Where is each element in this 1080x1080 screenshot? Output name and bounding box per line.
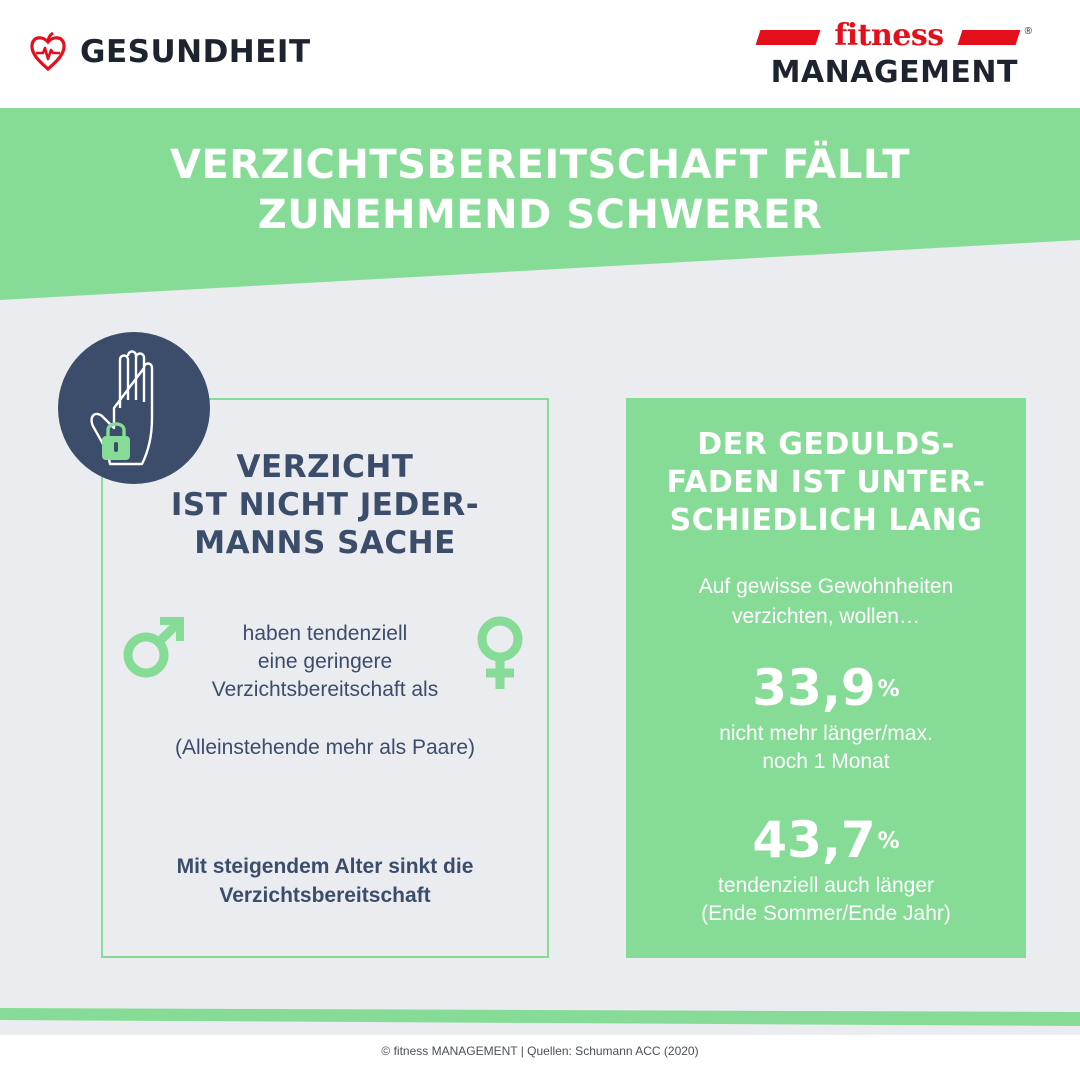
- left-heading: VERZICHT IST NICHT JEDER- MANNS SACHE: [101, 448, 549, 562]
- heart-apple-pulse-icon: [30, 31, 66, 72]
- left-heading-line-1: VERZICHT: [236, 449, 414, 485]
- left-card: [101, 398, 549, 958]
- intro-line-2: verzichten, wollen…: [732, 605, 920, 628]
- gender-text-line-1: haben tendenziell: [242, 622, 408, 645]
- right-heading-line-2: FADEN IST UNTER-: [666, 465, 986, 500]
- stat-value: 33,9%: [626, 660, 1026, 716]
- stat-unit: %: [877, 677, 900, 702]
- registered-mark: ®: [1024, 26, 1032, 37]
- age-note: Mit steigendem Alter sinkt die Verzichts…: [101, 852, 549, 910]
- right-heading: DER GEDULDS- FADEN IST UNTER- SCHIEDLICH…: [626, 426, 1026, 540]
- brand-bottom-text: MANAGEMENT: [770, 55, 1018, 90]
- intro-text: Auf gewisse Gewohnheiten verzichten, wol…: [626, 572, 1026, 632]
- singles-note: (Alleinstehende mehr als Paare): [175, 736, 475, 759]
- brand-bar-left: [755, 30, 821, 45]
- stat-unit: %: [877, 829, 900, 854]
- section-label-group: GESUNDHEIT: [26, 30, 311, 74]
- page-title-line-2: ZUNEHMEND SCHWERER: [257, 192, 823, 238]
- stat-description: tendenziell auch länger (Ende Sommer/End…: [626, 872, 1026, 928]
- page-title: VERZICHTSBEREITSCHAFT FÄLLT ZUNEHMEND SC…: [0, 140, 1080, 240]
- male-symbol-icon: [123, 617, 184, 678]
- raised-hand-lock-icon: [90, 350, 154, 466]
- section-label: GESUNDHEIT: [80, 34, 311, 70]
- stat-description-line-2: noch 1 Monat: [762, 750, 890, 773]
- stat-short-term: 33,9% nicht mehr länger/max. noch 1 Mona…: [626, 660, 1026, 776]
- stat-number: 43,7: [752, 811, 876, 869]
- gender-text-line-3: Verzichtsbereitschaft als: [211, 678, 439, 701]
- stat-description-line-1: nicht mehr länger/max.: [719, 722, 933, 745]
- stat-description: nicht mehr länger/max. noch 1 Monat: [626, 720, 1026, 776]
- right-card: [626, 398, 1026, 958]
- stat-description-line-2: (Ende Sommer/Ende Jahr): [701, 902, 951, 925]
- intro-line-1: Auf gewisse Gewohnheiten: [698, 575, 954, 598]
- brand-top-text: fitness: [834, 18, 944, 53]
- stat-number: 33,9: [752, 659, 876, 717]
- right-heading-line-1: DER GEDULDS-: [697, 427, 955, 462]
- stat-long-term: 43,7% tendenziell auch länger (Ende Somm…: [626, 812, 1026, 928]
- gender-comparison-text: haben tendenziell eine geringere Verzich…: [175, 620, 475, 704]
- stat-description-line-1: tendenziell auch länger: [718, 874, 934, 897]
- female-symbol-icon: [477, 616, 523, 689]
- brand-bar-right: [957, 30, 1021, 45]
- left-heading-line-2: IST NICHT JEDER-: [170, 487, 480, 523]
- header-bar: GESUNDHEIT fitness MANAGEMENT ®: [0, 0, 1080, 108]
- gender-text-line-2: eine geringere: [257, 650, 393, 673]
- age-note-line-2: Verzichtsbereitschaft: [219, 884, 431, 907]
- right-heading-line-3: SCHIEDLICH LANG: [669, 503, 983, 538]
- stat-value: 43,7%: [626, 812, 1026, 868]
- footer-credits: © fitness MANAGEMENT | Quellen: Schumann…: [381, 1044, 699, 1058]
- page-title-line-1: VERZICHTSBEREITSCHAFT FÄLLT: [170, 142, 910, 188]
- brand-logo: fitness MANAGEMENT ®: [755, 18, 1032, 90]
- age-note-line-1: Mit steigendem Alter sinkt die: [176, 855, 474, 878]
- left-heading-line-3: MANNS SACHE: [194, 525, 456, 561]
- hand-badge: [58, 332, 210, 484]
